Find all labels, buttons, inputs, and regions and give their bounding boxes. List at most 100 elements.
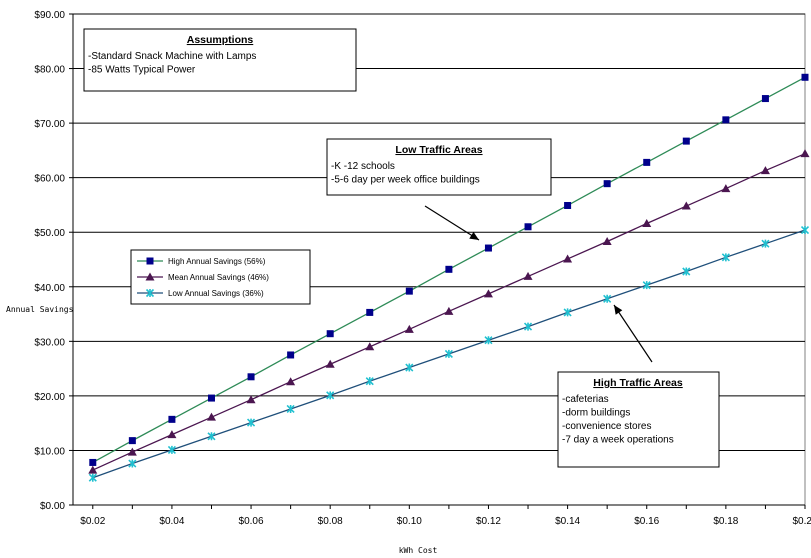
- y-tick-label: $80.00: [34, 65, 65, 76]
- annotation-line-2-2: -convenience stores: [562, 421, 652, 432]
- data-point-s1-15: [681, 201, 691, 210]
- legend-label-2: Low Annual Savings (36%): [168, 289, 264, 298]
- data-point-s1-10: [483, 289, 493, 298]
- data-point-s1-12: [563, 254, 573, 263]
- x-tick-label: $0.10: [397, 516, 422, 527]
- y-tick-label: $90.00: [34, 10, 65, 21]
- x-tick-label: $0.18: [713, 516, 738, 527]
- data-point-s1-0: [88, 465, 98, 474]
- x-tick-label: $0.04: [159, 516, 184, 527]
- data-point-s0-8: [405, 287, 413, 295]
- data-point-s2-5: [286, 404, 295, 414]
- arrow-low-traffic: [424, 205, 480, 241]
- arrow-low-traffic-head: [469, 231, 479, 240]
- legend-label-0: High Annual Savings (56%): [168, 257, 266, 266]
- y-tick-label: $0.00: [40, 501, 65, 512]
- data-point-s0-12: [564, 201, 572, 209]
- data-point-s2-9: [444, 349, 453, 358]
- y-tick-label: $10.00: [34, 446, 65, 457]
- annotation-box-1: [326, 138, 552, 196]
- x-tick-labels: $0.02 $0.04 $0.06 $0.08 $0.10 $0.12 $0.14 $0.16…: [80, 516, 811, 527]
- y-tick-label: $60.00: [34, 174, 65, 185]
- data-point-s0-10: [484, 244, 492, 252]
- data-point-s1-6: [325, 359, 335, 368]
- data-point-s0-0: [89, 458, 97, 466]
- x-tick-label: $0.20: [792, 516, 811, 527]
- data-point-s2-11: [523, 322, 533, 331]
- data-point-s1-1: [127, 447, 137, 456]
- annotation-line-1-0: -K -12 schools: [331, 161, 395, 172]
- annotation-line-0-1: -85 Watts Typical Power: [88, 65, 196, 76]
- x-tick-label: $0.08: [318, 516, 343, 527]
- data-point-s0-3: [207, 394, 215, 402]
- annotation-box-0: [83, 28, 357, 92]
- data-point-s0-17: [761, 95, 769, 103]
- annotations: Assumptions -Standard Snack Machine with …: [83, 28, 720, 468]
- y-tick-label: $70.00: [34, 119, 65, 130]
- data-point-s1-18: [800, 149, 810, 158]
- y-tick-labels: $0.00 $10.00 $20.00 $30.00 $40.00 $50.00 $60.0…: [34, 10, 65, 512]
- data-point-s1-4: [246, 395, 256, 404]
- data-point-s2-2: [167, 445, 176, 454]
- data-point-s0-18: [801, 73, 809, 81]
- data-point-s2-7: [365, 377, 374, 386]
- data-point-s0-7: [366, 308, 374, 316]
- x-tick-label: $0.06: [239, 516, 264, 527]
- arrow-high-traffic: [613, 304, 653, 363]
- data-point-s1-8: [404, 324, 414, 333]
- data-point-s1-9: [444, 306, 454, 315]
- data-point-s0-5: [287, 351, 295, 359]
- data-point-s1-3: [206, 412, 216, 421]
- data-point-s0-1: [128, 437, 136, 445]
- data-point-s1-5: [286, 377, 296, 386]
- annotation-line-0-0: -Standard Snack Machine with Lamps: [88, 51, 256, 62]
- legend-marker-2: [145, 288, 155, 298]
- x-axis-label: kWh Cost: [399, 546, 438, 555]
- arrow-high-traffic-head: [614, 305, 623, 315]
- series-markers: [88, 73, 810, 482]
- legend-marker-0: [146, 257, 154, 265]
- x-tick-label: $0.16: [634, 516, 659, 527]
- data-point-s0-11: [524, 223, 532, 231]
- legend-marker-1: [145, 272, 155, 281]
- annotation-box-2: [557, 371, 720, 468]
- data-point-s2-1: [128, 459, 137, 468]
- data-point-s1-14: [642, 218, 652, 227]
- data-point-s2-15: [682, 267, 691, 276]
- data-point-s0-15: [682, 137, 690, 145]
- legend: High Annual Savings (56%) Mean Annual Sav…: [130, 249, 311, 305]
- y-tick-label: $50.00: [34, 228, 65, 239]
- annotation-line-1-1: -5-6 day per week office buildings: [331, 175, 480, 186]
- data-point-s0-16: [722, 116, 730, 124]
- annotation-line-2-1: -dorm buildings: [562, 408, 630, 419]
- data-point-s0-14: [643, 158, 651, 166]
- data-point-s0-4: [247, 373, 255, 381]
- data-point-s1-7: [365, 342, 375, 351]
- data-point-s0-2: [168, 415, 176, 423]
- data-point-s2-17: [761, 239, 770, 248]
- data-point-s2-0: [88, 473, 97, 482]
- annotation-title-2: High Traffic Areas: [593, 377, 683, 389]
- data-point-s1-13: [602, 236, 612, 245]
- data-point-s2-13: [603, 294, 612, 303]
- data-point-s2-18: [800, 225, 810, 235]
- data-point-s1-2: [167, 430, 177, 439]
- x-tick-label: $0.12: [476, 516, 501, 527]
- data-point-s0-13: [603, 180, 611, 188]
- legend-label-1: Mean Annual Savings (46%): [168, 273, 269, 282]
- data-point-s2-4: [246, 418, 256, 427]
- data-point-s2-12: [563, 308, 572, 317]
- annotation-title-1: Low Traffic Areas: [395, 144, 482, 156]
- annotation-title-0: Assumptions: [187, 34, 254, 46]
- axes: [69, 13, 806, 509]
- annotation-line-2-3: -7 day a week operations: [562, 435, 674, 446]
- y-axis-label: Annual Savings: [6, 305, 74, 314]
- data-point-s2-6: [326, 391, 335, 400]
- data-point-s2-8: [405, 363, 414, 372]
- data-point-s1-17: [760, 166, 770, 175]
- annotation-line-2-0: -cafeterias: [562, 394, 609, 405]
- x-tick-label: $0.02: [80, 516, 105, 527]
- data-point-s0-9: [445, 265, 453, 273]
- data-point-s1-16: [721, 184, 731, 193]
